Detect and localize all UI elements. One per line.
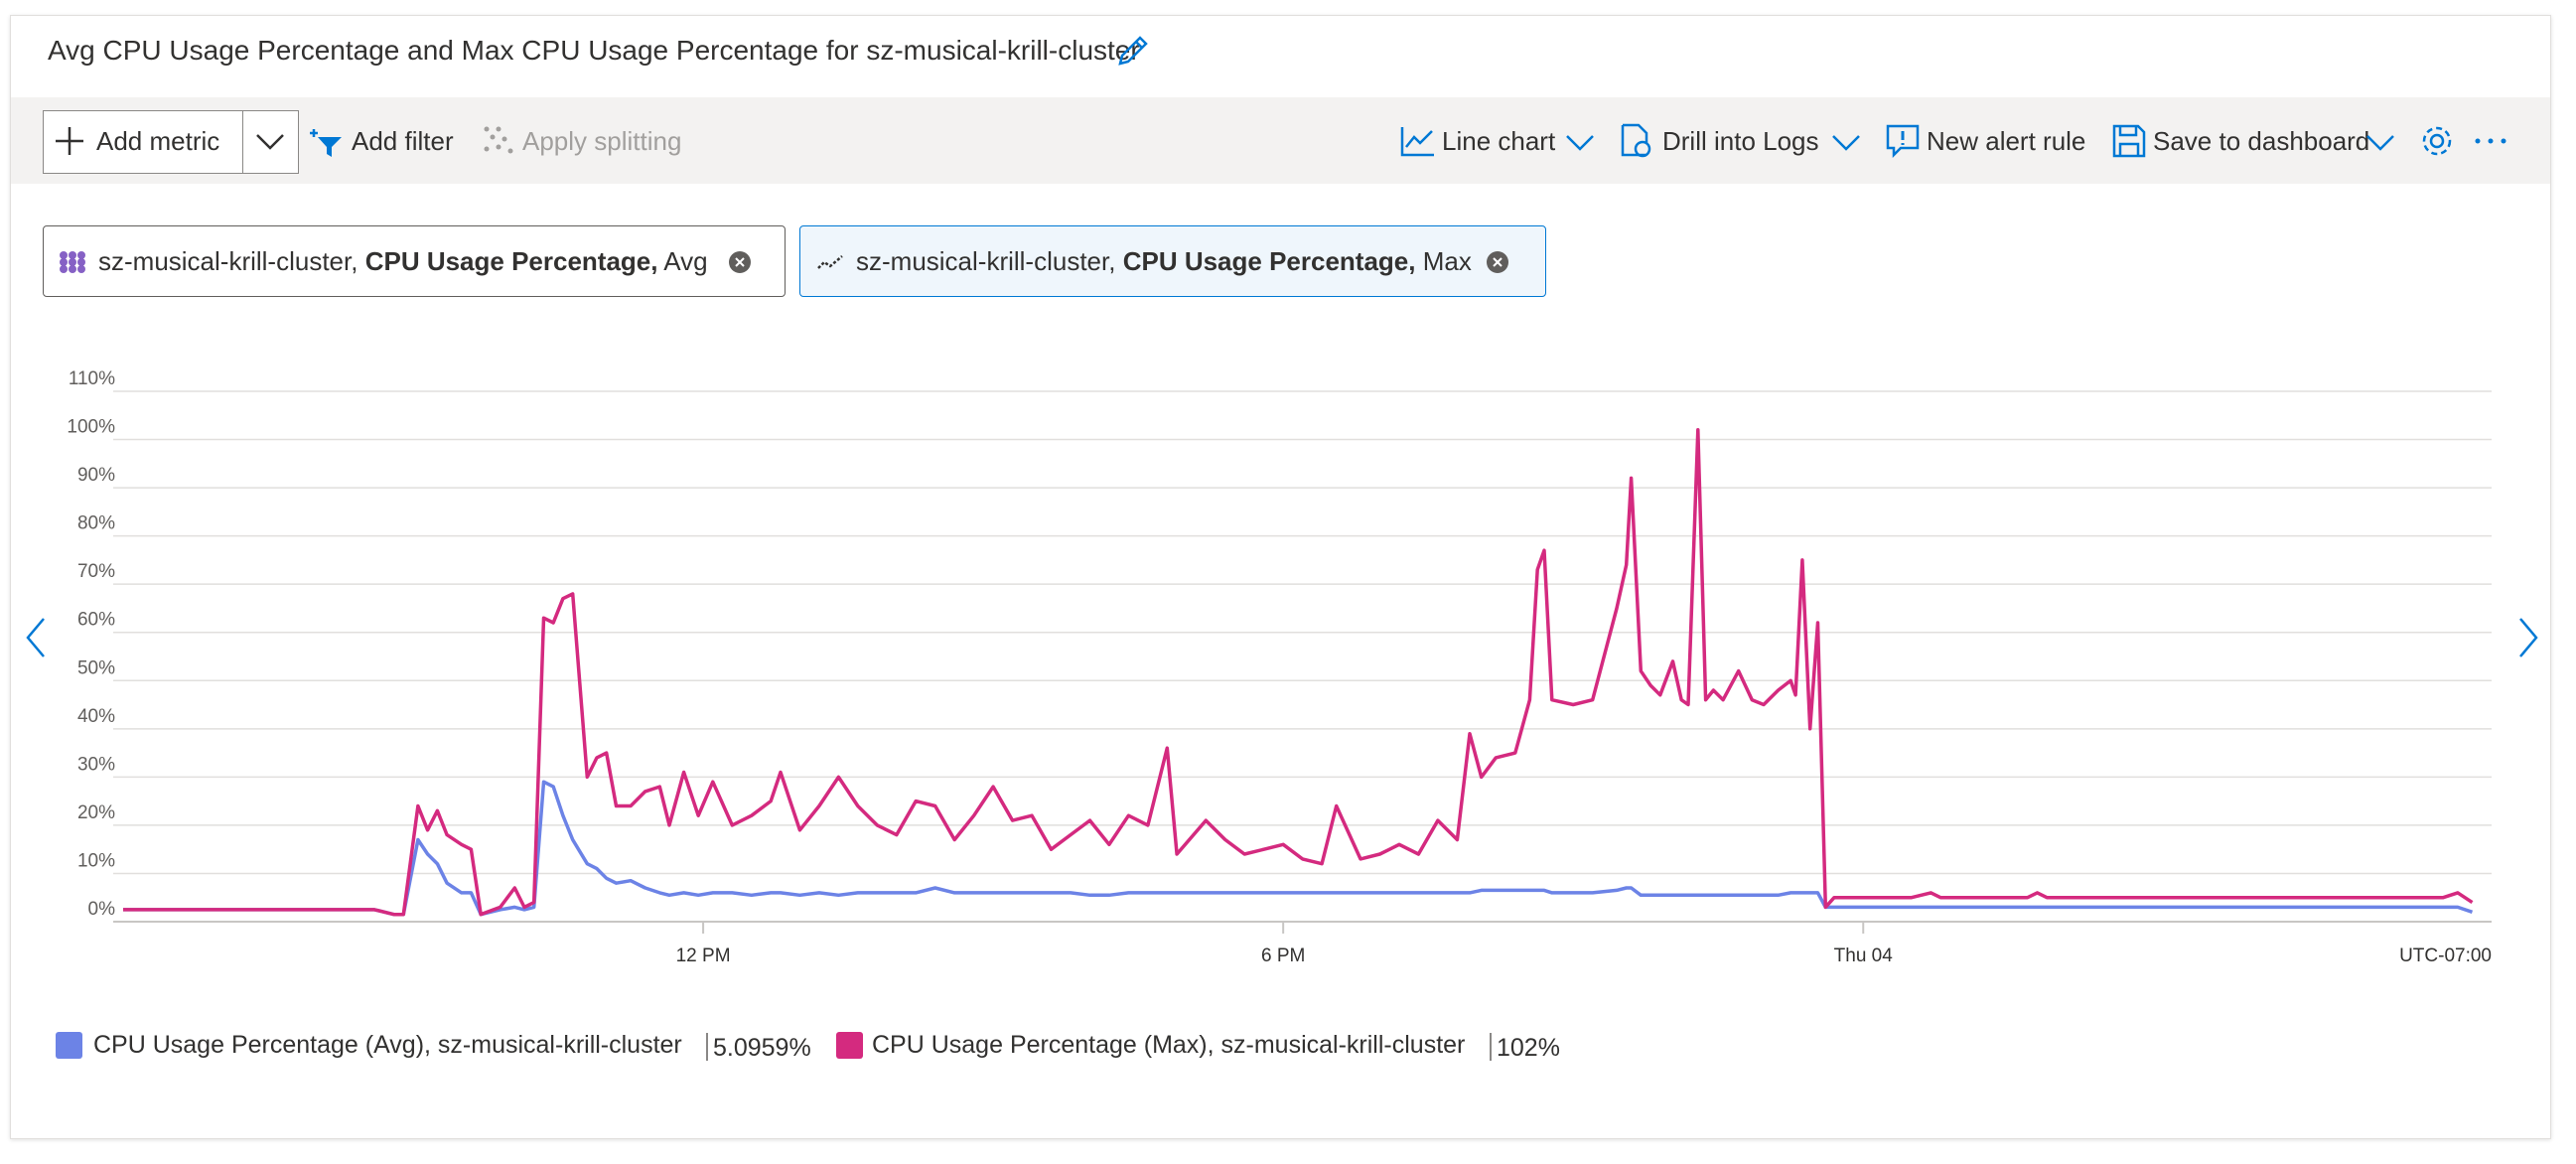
add-metric-label[interactable]: Add metric <box>96 126 220 156</box>
timezone-label: UTC-07:00 <box>2399 946 2492 966</box>
chevron-icon <box>256 134 284 150</box>
chart-title: Avg CPU Usage Percentage and Max CPU Usa… <box>48 35 1140 66</box>
legend-swatch <box>836 1032 863 1059</box>
y-tick-label: 90% <box>77 465 115 486</box>
toolbar <box>11 97 2550 184</box>
legend-name[interactable]: CPU Usage Percentage (Max), sz-musical-k… <box>872 1031 1466 1059</box>
remove-icon[interactable] <box>728 250 752 274</box>
y-tick-label: 10% <box>77 850 115 871</box>
y-tick-label: 60% <box>77 610 115 631</box>
metric-pill[interactable]: sz-musical-krill-cluster, CPU Usage Perc… <box>799 225 1546 297</box>
y-tick-label: 100% <box>67 417 115 438</box>
line-chart-icon <box>1400 127 1434 157</box>
y-tick-label: 0% <box>88 899 116 920</box>
series-line <box>123 780 2474 917</box>
next-arrow[interactable] <box>2516 616 2540 659</box>
add-filter-button[interactable]: Add filter <box>352 126 454 156</box>
split-icon <box>484 126 513 154</box>
legend-swatch <box>56 1032 82 1059</box>
alert-icon <box>1886 124 1920 159</box>
remove-icon[interactable] <box>1486 250 1509 274</box>
series-line <box>123 428 2474 917</box>
save-icon <box>2112 124 2146 158</box>
line-chart-button[interactable]: Line chart <box>1442 126 1556 156</box>
line-icon <box>817 255 843 269</box>
pill-text: sz-musical-krill-cluster, CPU Usage Perc… <box>856 226 1472 296</box>
x-tick-label: 12 PM <box>676 946 731 966</box>
chart-card <box>10 15 2551 1139</box>
legend-name[interactable]: CPU Usage Percentage (Avg), sz-musical-k… <box>93 1031 682 1059</box>
y-tick-label: 40% <box>77 706 115 727</box>
pill-metric: CPU Usage Percentage, <box>364 246 658 276</box>
apply-splitting-button[interactable]: Apply splitting <box>522 126 682 156</box>
pill-aggregation: Max <box>1422 246 1472 276</box>
x-tick-label: 6 PM <box>1261 946 1305 966</box>
pill-aggregation: Avg <box>663 246 708 276</box>
logs-icon <box>1621 123 1651 158</box>
pill-resource: sz-musical-krill-cluster, <box>856 246 1116 276</box>
y-tick-label: 80% <box>77 513 115 534</box>
filter-icon <box>310 129 342 157</box>
chevron-icon <box>1566 135 1594 151</box>
previous-arrow[interactable] <box>24 616 48 659</box>
y-tick-label: 30% <box>77 754 115 775</box>
x-tick-label: Thu 04 <box>1834 946 1894 966</box>
cluster-icon <box>60 251 85 273</box>
legend-separator <box>706 1033 708 1061</box>
more-icon[interactable] <box>2473 133 2508 149</box>
legend-summary: 102% <box>1497 1034 1560 1062</box>
drill-into-logs-button[interactable]: Drill into Logs <box>1662 126 1819 156</box>
pill-text: sz-musical-krill-cluster, CPU Usage Perc… <box>98 226 708 296</box>
chevron-icon <box>2366 135 2394 151</box>
edit-icon[interactable] <box>1114 34 1150 70</box>
save-to-dashboard-button[interactable]: Save to dashboard <box>2153 126 2370 156</box>
plus-icon <box>56 127 83 155</box>
pill-metric: CPU Usage Percentage, <box>1122 246 1416 276</box>
new-alert-rule-button[interactable]: New alert rule <box>1927 126 2086 156</box>
y-tick-label: 20% <box>77 802 115 823</box>
legend-separator <box>1490 1033 1492 1061</box>
y-tick-label: 50% <box>77 657 115 678</box>
metric-pill[interactable]: sz-musical-krill-cluster, CPU Usage Perc… <box>43 225 786 297</box>
y-tick-label: 110% <box>69 368 115 389</box>
y-tick-label: 70% <box>77 561 115 582</box>
settings-icon[interactable] <box>2419 123 2455 159</box>
legend-summary: 5.0959% <box>713 1034 811 1062</box>
add-metric-dropdown[interactable] <box>242 110 299 174</box>
pill-resource: sz-musical-krill-cluster, <box>98 246 358 276</box>
chevron-icon <box>1832 135 1860 151</box>
